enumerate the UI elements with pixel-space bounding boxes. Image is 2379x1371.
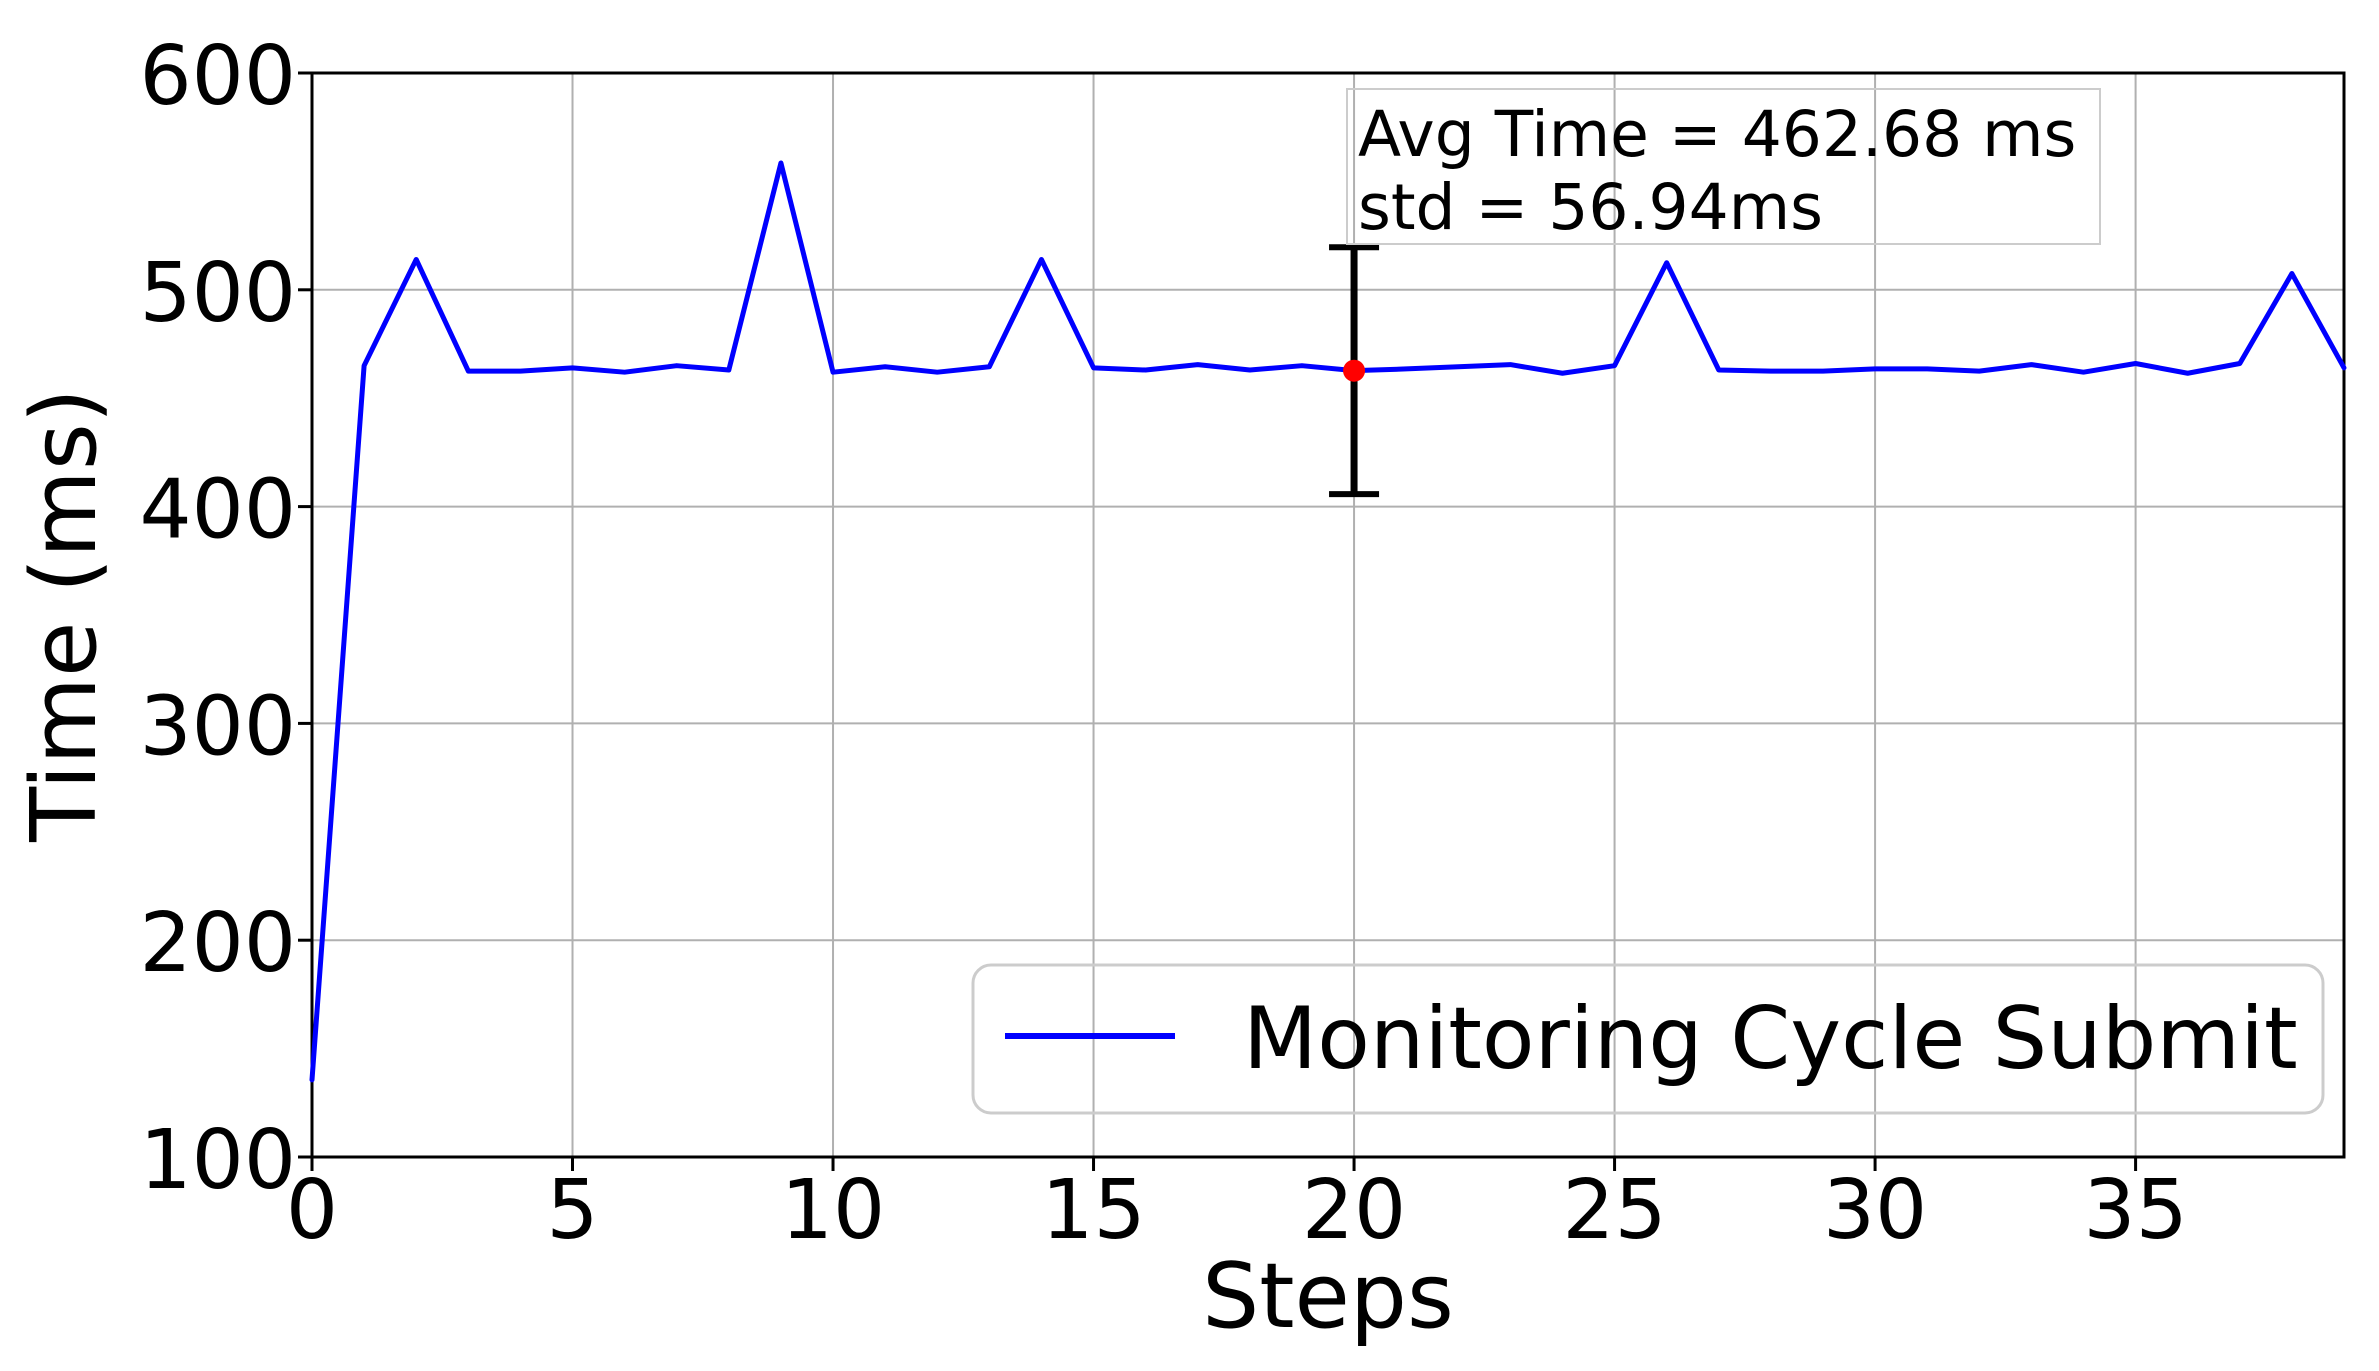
annotation-avg-text: Avg Time = 462.68 ms [1358, 98, 2076, 171]
x-tick-label: 5 [546, 1163, 598, 1258]
y-tick-label: 400 [139, 463, 296, 558]
y-axis-label: Time (ms) [12, 388, 117, 843]
y-tick-labels: 100 200 300 400 500 600 [139, 29, 296, 1208]
stats-annotation: Avg Time = 462.68 ms std = 56.94ms [1346, 88, 2101, 245]
x-tick-label: 30 [1823, 1163, 1927, 1258]
series-line-monitoring-cycle-submit [309, 160, 2347, 1083]
plot-border [310, 71, 2346, 1159]
x-tick-label: 25 [1562, 1163, 1666, 1258]
y-tick-label: 300 [139, 679, 296, 774]
x-tick-label: 10 [781, 1163, 885, 1258]
avg-marker-dot [1343, 359, 1366, 382]
x-axis-label: Steps [1202, 1244, 1454, 1349]
y-tick-label: 500 [139, 246, 296, 341]
x-tick-labels: 0 5 10 15 20 25 30 35 [286, 1163, 2188, 1258]
x-tick-label: 35 [2083, 1163, 2187, 1258]
y-tick-label: 600 [139, 29, 296, 124]
x-tick-label: 20 [1302, 1163, 1406, 1258]
x-tick-label: 0 [286, 1163, 338, 1258]
y-tick-label: 100 [139, 1113, 296, 1208]
x-tick-label: 15 [1041, 1163, 1145, 1258]
legend-label: Monitoring Cycle Submit [1243, 989, 2298, 1089]
annotation-box [1346, 88, 2101, 245]
annotation-std-text: std = 56.94ms [1358, 171, 1823, 244]
axis-ticks [298, 71, 2138, 1171]
legend: Monitoring Cycle Submit [971, 963, 2325, 1115]
y-tick-label: 200 [139, 896, 296, 991]
legend-box [971, 963, 2325, 1115]
